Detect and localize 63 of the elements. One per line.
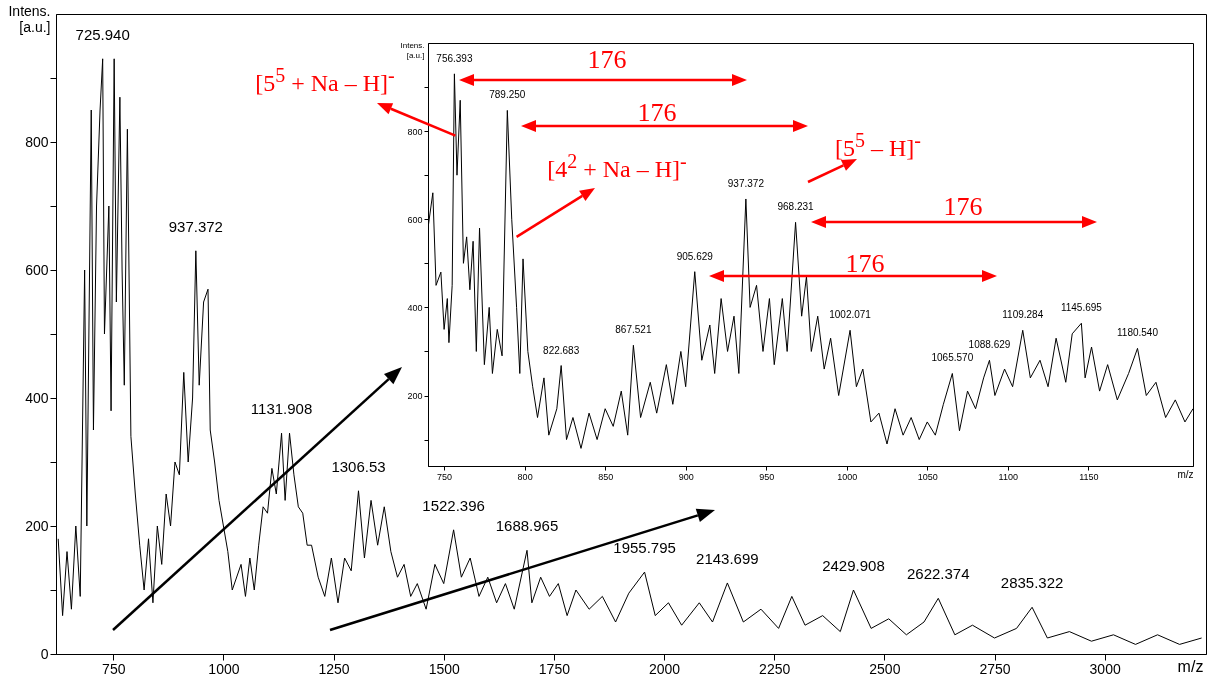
annotation: 2429.908: [822, 557, 885, 574]
y-tick-label: 200: [25, 517, 49, 534]
annotation: 968.231: [777, 201, 815, 213]
annotation: 725.940: [75, 25, 130, 43]
x-tick-label: 2750: [979, 660, 1011, 674]
annotation: 789.250: [489, 89, 526, 101]
annotation: 1002.071: [829, 309, 872, 321]
x-tick-label: 2250: [759, 660, 791, 674]
annotation: 1088.629: [968, 339, 1011, 351]
annotation: 1522.396: [422, 496, 485, 514]
annotation: 2143.699: [696, 549, 759, 567]
annotation: 867.521: [615, 324, 652, 336]
annotation: [4$^{2}$ + Na – H]$^{-}$: [547, 150, 687, 182]
annotation: 1145.695: [1060, 302, 1103, 314]
annotation: 937.372: [168, 217, 223, 235]
x-tick-label: 750: [102, 660, 126, 674]
y-tick-label: 400: [25, 389, 49, 406]
y-tick-label: 800: [407, 126, 423, 137]
annotation: 1306.53: [331, 457, 386, 475]
x-tick-label: 3000: [1089, 660, 1121, 674]
x-tick-label: 1000: [837, 471, 858, 482]
annotation: 176: [637, 98, 677, 127]
x-tick-label: 800: [517, 471, 533, 482]
x-tick-label: 2500: [869, 660, 901, 674]
x-tick-label: 1050: [917, 471, 938, 482]
annotation: [5$^{5}$ – H]$^{-}$: [835, 129, 921, 161]
x-tick-label: 750: [437, 471, 453, 482]
x-tick-label: 1000: [208, 660, 240, 674]
annotation: 1955.795: [613, 539, 676, 557]
annotation: 176: [845, 249, 885, 278]
annotation: 1065.570: [931, 352, 974, 364]
annotation: 905.629: [676, 250, 714, 262]
annotation: 822.683: [543, 344, 580, 356]
annotation: [5$^{5}$ + Na – H]$^{-}$: [255, 64, 395, 96]
annotation: 1180.540: [1117, 327, 1159, 339]
annotation: 2835.322: [1000, 574, 1064, 592]
x-tick-label: 1750: [538, 660, 571, 674]
x-tick-label: 1150: [1079, 471, 1099, 482]
annotation: 937.372: [727, 177, 765, 189]
annotation: 1131.908: [250, 400, 313, 418]
x-axis-title: m/z: [1177, 468, 1194, 480]
x-tick-label: 2000: [648, 660, 681, 674]
x-axis-title: m/z: [1177, 657, 1204, 674]
x-tick-label: 950: [759, 471, 775, 482]
x-tick-label: 1500: [428, 660, 461, 674]
y-tick-label: 800: [25, 133, 49, 150]
annotation: 1109.284: [1002, 309, 1044, 321]
y-tick-label: 600: [25, 261, 49, 278]
annotation: 756.393: [436, 52, 473, 64]
y-tick-label: 400: [407, 302, 423, 313]
x-tick-label: 1250: [318, 660, 350, 674]
annotation: 1688.965: [495, 517, 559, 535]
y-tick-label: 200: [407, 391, 423, 401]
x-tick-label: 1100: [998, 471, 1018, 482]
x-tick-label: 900: [678, 471, 694, 482]
y-axis-title: Intens. [a.u.]: [400, 40, 425, 60]
annotation: 176: [587, 45, 627, 74]
y-axis-title: Intens. [a.u.]: [8, 2, 51, 35]
y-tick-label: 600: [407, 214, 423, 225]
y-tick-label: 0: [40, 645, 49, 662]
annotation: 2622.374: [906, 565, 970, 583]
x-tick-label: 850: [598, 471, 614, 482]
annotation: 176: [943, 192, 983, 221]
